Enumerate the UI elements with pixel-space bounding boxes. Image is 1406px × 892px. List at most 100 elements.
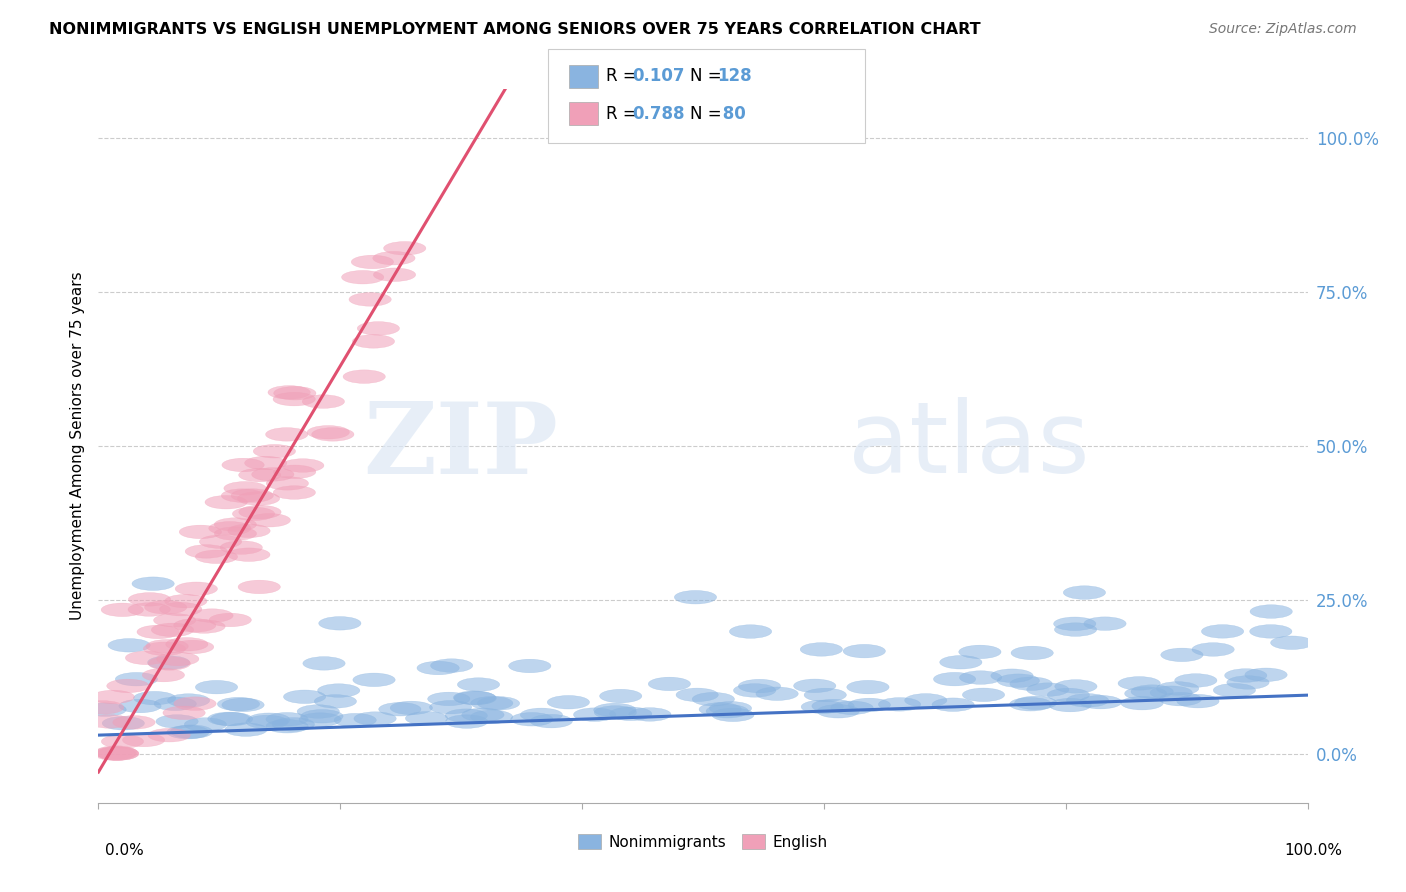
Ellipse shape <box>96 746 138 759</box>
Ellipse shape <box>378 703 420 716</box>
Ellipse shape <box>453 691 495 705</box>
Ellipse shape <box>1250 624 1292 638</box>
Ellipse shape <box>1157 681 1199 695</box>
Text: 100.0%: 100.0% <box>1285 843 1343 858</box>
Ellipse shape <box>232 507 274 521</box>
Ellipse shape <box>273 486 315 500</box>
Ellipse shape <box>97 747 139 760</box>
Ellipse shape <box>939 656 981 669</box>
Ellipse shape <box>239 505 281 519</box>
Text: ZIP: ZIP <box>363 398 558 494</box>
Text: Source: ZipAtlas.com: Source: ZipAtlas.com <box>1209 22 1357 37</box>
Ellipse shape <box>1125 687 1167 700</box>
Ellipse shape <box>228 548 270 561</box>
Ellipse shape <box>373 252 415 265</box>
Ellipse shape <box>128 603 170 616</box>
Text: R =: R = <box>606 68 643 86</box>
Ellipse shape <box>934 673 976 686</box>
Ellipse shape <box>1010 677 1052 690</box>
Ellipse shape <box>342 270 384 284</box>
Ellipse shape <box>238 491 280 505</box>
Ellipse shape <box>997 674 1039 688</box>
Text: NONIMMIGRANTS VS ENGLISH UNEMPLOYMENT AMONG SENIORS OVER 75 YEARS CORRELATION CH: NONIMMIGRANTS VS ENGLISH UNEMPLOYMENT AM… <box>49 22 981 37</box>
Ellipse shape <box>318 684 360 698</box>
Ellipse shape <box>170 725 212 739</box>
Ellipse shape <box>1192 643 1234 657</box>
Ellipse shape <box>429 700 472 714</box>
Ellipse shape <box>120 699 162 713</box>
Ellipse shape <box>156 714 198 728</box>
Ellipse shape <box>148 656 190 669</box>
Ellipse shape <box>307 425 350 439</box>
Ellipse shape <box>530 714 572 728</box>
Ellipse shape <box>1026 683 1069 697</box>
Ellipse shape <box>218 698 260 711</box>
Ellipse shape <box>153 614 195 627</box>
Ellipse shape <box>97 747 139 760</box>
Ellipse shape <box>142 668 184 681</box>
Ellipse shape <box>1015 696 1057 710</box>
Ellipse shape <box>125 651 167 665</box>
Ellipse shape <box>238 580 280 594</box>
Ellipse shape <box>245 457 287 470</box>
Ellipse shape <box>173 619 217 632</box>
Text: 0.788: 0.788 <box>633 104 685 122</box>
Ellipse shape <box>352 255 394 268</box>
Ellipse shape <box>214 527 256 541</box>
Ellipse shape <box>962 688 1005 702</box>
Ellipse shape <box>299 713 342 726</box>
Ellipse shape <box>214 517 256 532</box>
Text: 0.107: 0.107 <box>633 68 685 86</box>
Ellipse shape <box>374 268 416 282</box>
Ellipse shape <box>183 620 225 633</box>
Ellipse shape <box>174 697 217 710</box>
Ellipse shape <box>91 690 135 704</box>
Ellipse shape <box>1150 686 1192 699</box>
Ellipse shape <box>1121 697 1163 710</box>
Ellipse shape <box>132 577 174 591</box>
Ellipse shape <box>224 482 266 495</box>
Ellipse shape <box>699 703 741 716</box>
Ellipse shape <box>247 713 290 726</box>
Ellipse shape <box>273 718 315 731</box>
Ellipse shape <box>252 467 294 481</box>
Ellipse shape <box>247 514 291 527</box>
Ellipse shape <box>1053 617 1095 631</box>
Ellipse shape <box>211 713 253 726</box>
Ellipse shape <box>349 293 391 306</box>
Ellipse shape <box>353 673 395 687</box>
Ellipse shape <box>831 701 873 714</box>
Ellipse shape <box>84 703 127 716</box>
Text: 80: 80 <box>717 104 745 122</box>
Ellipse shape <box>195 681 238 694</box>
Ellipse shape <box>301 709 343 723</box>
Ellipse shape <box>800 642 842 657</box>
Ellipse shape <box>427 692 470 706</box>
Ellipse shape <box>103 716 145 730</box>
Ellipse shape <box>231 489 273 502</box>
Ellipse shape <box>418 661 460 674</box>
Ellipse shape <box>134 691 176 705</box>
Ellipse shape <box>846 681 889 694</box>
Ellipse shape <box>509 659 551 673</box>
Ellipse shape <box>266 427 308 442</box>
Ellipse shape <box>163 706 205 720</box>
Ellipse shape <box>159 602 202 615</box>
Ellipse shape <box>738 680 780 693</box>
Ellipse shape <box>281 458 323 472</box>
Ellipse shape <box>817 705 859 718</box>
Ellipse shape <box>128 592 170 607</box>
Ellipse shape <box>343 370 385 384</box>
Ellipse shape <box>595 706 637 719</box>
Ellipse shape <box>932 698 974 712</box>
Ellipse shape <box>357 322 399 335</box>
Ellipse shape <box>156 652 198 665</box>
Ellipse shape <box>312 427 354 442</box>
Ellipse shape <box>274 465 316 479</box>
Ellipse shape <box>222 458 264 472</box>
Ellipse shape <box>510 713 553 726</box>
Ellipse shape <box>221 541 263 554</box>
Ellipse shape <box>186 545 228 558</box>
Ellipse shape <box>266 476 308 490</box>
Ellipse shape <box>112 715 155 729</box>
